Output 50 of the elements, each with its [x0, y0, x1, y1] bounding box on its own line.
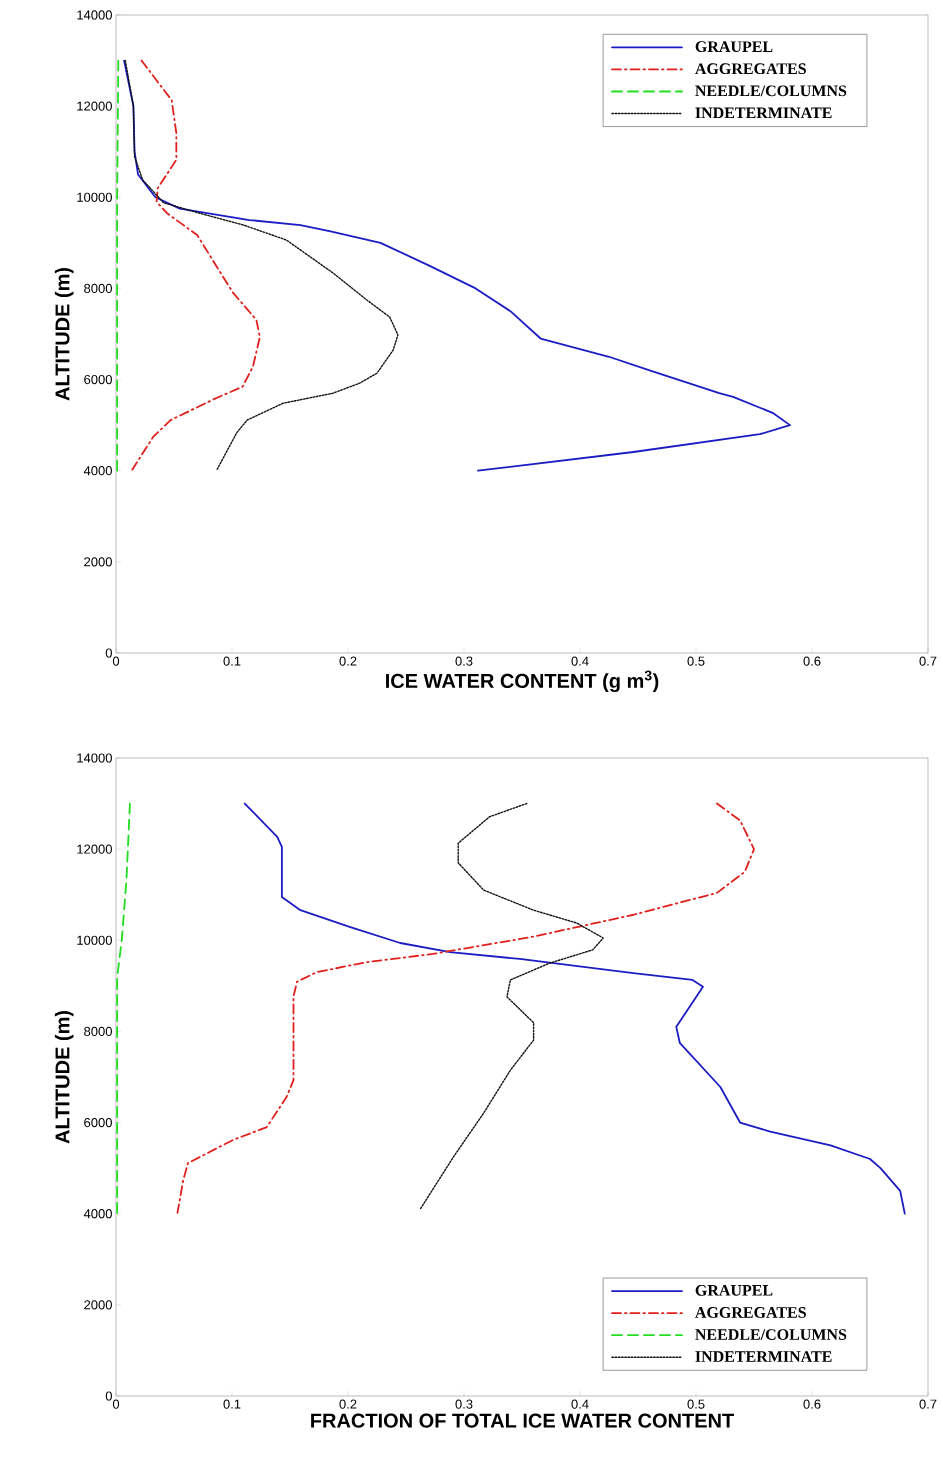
y-tick-label: 0 [105, 1391, 112, 1401]
x-tick-label: 0.1 [223, 656, 241, 666]
y-tick-label: 2000 [84, 557, 112, 567]
y-tick-label: 6000 [84, 374, 112, 385]
line-series [131, 59, 261, 471]
y-tick-label: 0 [105, 648, 112, 658]
y-tick-label: 14000 [77, 10, 112, 20]
legend-label: NEEDLE/COLUMNS [695, 85, 847, 97]
y-tick-label: 8000 [84, 1026, 112, 1037]
y-tick-label: 4000 [83, 1209, 112, 1219]
y-tick-label: 10000 [77, 192, 112, 202]
x-tick-label: 0.7 [919, 656, 937, 666]
legend-label: GRAUPEL [695, 1285, 773, 1296]
y-tick-label: 4000 [83, 466, 112, 476]
x-tick-label: 0.2 [339, 1399, 357, 1409]
line-series [116, 802, 131, 1215]
line-series [419, 802, 604, 1211]
x-axis-title: ICE WATER CONTENT (g m$^{3}$) [386, 670, 659, 693]
line-series [176, 802, 755, 1214]
y-tick-label: 10000 [77, 935, 112, 945]
x-tick-label: 0.1 [223, 1399, 241, 1409]
x-tick-label: 0.3 [455, 656, 473, 666]
x-tick-label: 0 [112, 1399, 120, 1409]
legend-label: NEEDLE/COLUMNS [695, 1329, 847, 1340]
x-tick-label: 0.7 [919, 1399, 937, 1409]
x-axis-title: FRACTION OF TOTAL ICE WATER CONTENT [311, 1413, 734, 1428]
x-tick-label: 0.5 [687, 1399, 705, 1409]
y-axis-title: ALTITUDE (m) [54, 267, 74, 401]
x-tick-label: 0.4 [571, 656, 589, 666]
y-tick-label: 8000 [84, 283, 112, 293]
line-series [124, 59, 399, 471]
y-tick-label: 12000 [77, 101, 112, 111]
legend-label: GRAUPEL [695, 41, 773, 53]
x-tick-label: 0.6 [803, 1399, 821, 1409]
x-tick-label: 0.2 [339, 656, 357, 666]
y-tick-label: 14000 [77, 753, 112, 763]
y-axis-title: ALTITUDE (m) [54, 1010, 74, 1144]
legend-label: INDETERMINATE [695, 1351, 832, 1362]
y-tick-label: 6000 [84, 1117, 112, 1128]
y-tick-label: 2000 [84, 1300, 112, 1310]
legend-label: AGGREGATES [695, 63, 806, 75]
legend-label: AGGREGATES [695, 1307, 806, 1318]
x-tick-label: 0.4 [571, 1399, 589, 1409]
x-tick-label: 0.3 [455, 1399, 473, 1409]
y-tick-label: 12000 [77, 844, 112, 854]
x-tick-label: 0.5 [687, 656, 705, 666]
x-tick-label: 0 [112, 656, 120, 666]
x-tick-label: 0.6 [803, 656, 821, 666]
line-series [243, 802, 906, 1215]
legend-label: INDETERMINATE [695, 107, 832, 119]
